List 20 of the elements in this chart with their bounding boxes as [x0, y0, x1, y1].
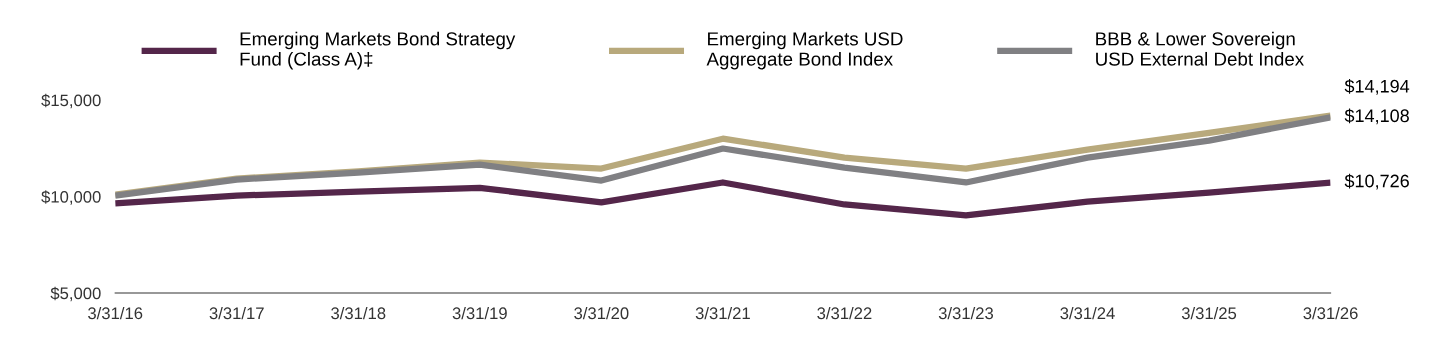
x-tick-label: 3/31/24: [1060, 306, 1115, 320]
x-tick-label: 3/31/18: [331, 306, 386, 320]
x-tick-label: 3/31/23: [938, 306, 994, 320]
x-tick-label: 3/31/20: [574, 306, 629, 320]
data-label: $14,108: [1344, 108, 1409, 125]
x-tick-label: 3/31/21: [695, 306, 750, 320]
x-tick-label: 3/31/25: [1181, 306, 1237, 320]
legend-label: Emerging Markets Bond Strategy Fund (Class A)‡: [240, 31, 516, 70]
x-tick-label: 3/31/17: [209, 306, 264, 320]
x-tick-label: 3/31/26: [1303, 306, 1358, 320]
y-tick-label: $5,000: [50, 286, 101, 302]
legend-label: BBB & Lower Sovereign USD External Debt Index: [1096, 31, 1304, 66]
x-tick-label: 3/31/19: [452, 306, 507, 320]
y-tick-label: $15,000: [41, 93, 101, 109]
y-tick-label: $10,000: [41, 190, 101, 205]
legend-label: Emerging Markets USD Aggregate Bond Index: [706, 31, 903, 70]
data-label: $14,194: [1344, 79, 1410, 95]
x-tick-label: 3/31/16: [88, 306, 143, 320]
data-label: $10,726: [1344, 173, 1409, 190]
x-tick-label: 3/31/22: [817, 306, 872, 320]
